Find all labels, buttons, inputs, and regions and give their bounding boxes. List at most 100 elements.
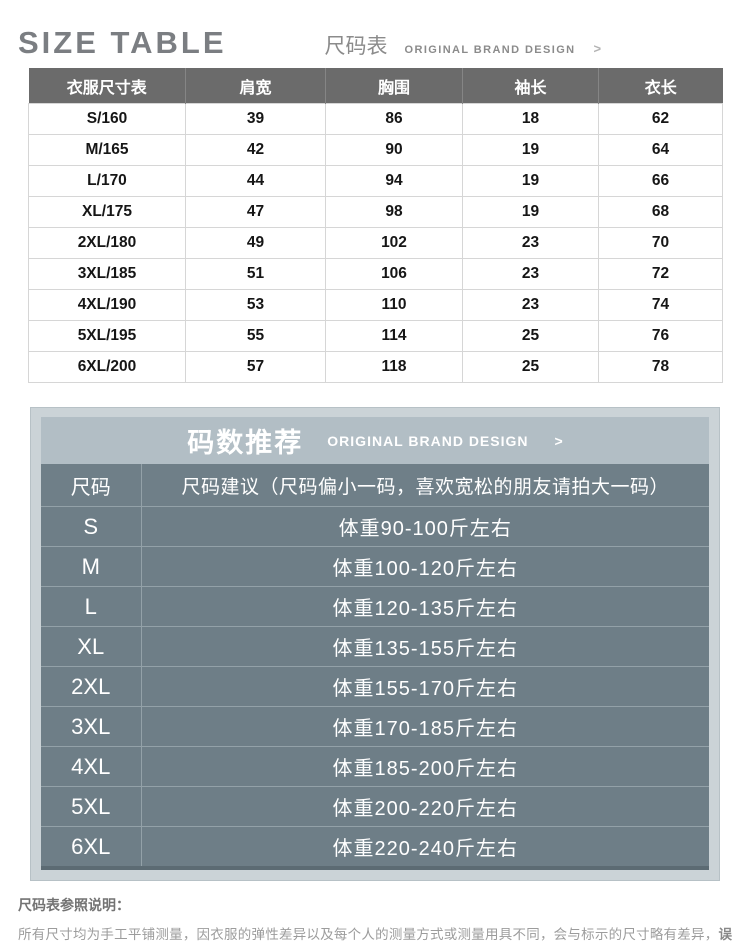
table-row: M/165 42 90 19 64 [28,134,723,166]
size-cell: 2XL [41,666,142,707]
chevron-right-icon: > [593,41,602,56]
shoulder-cell: 42 [185,134,326,166]
column-header-sleeve: 袖长 [462,68,599,104]
table-row: 5XL/195 55 114 25 76 [28,320,723,352]
sleeve-cell: 23 [462,227,599,259]
size-cell: 4XL/190 [28,289,186,321]
advice-cell: 体重100-120斤左右 [141,546,709,587]
size-table-header-row: 衣服尺寸表 肩宽 胸围 袖长 衣长 [28,68,723,104]
note-text: 所有尺寸均为手工平铺测量，因衣服的弹性差异以及每个人的测量方式或测量用具不同，会… [18,923,732,944]
size-cell: 3XL [41,706,142,747]
note-text-bold: 误差一般在2~3CM的正常范围 [718,927,733,942]
advice-cell: 体重90-100斤左右 [141,506,709,547]
sleeve-cell: 18 [462,103,599,135]
table-row: L/170 44 94 19 66 [28,165,723,197]
size-note: 尺码表参照说明： 所有尺寸均为手工平铺测量，因衣服的弹性差异以及每个人的测量方式… [18,895,732,944]
column-header-advice: 尺码建议（尺码偏小一码，喜欢宽松的朋友请拍大一码） [141,464,709,507]
sleeve-cell: 23 [462,258,599,290]
size-cell: M [41,546,142,587]
size-cell: 5XL/195 [28,320,186,352]
sleeve-cell: 19 [462,196,599,228]
size-cell: XL/175 [28,196,186,228]
length-cell: 70 [598,227,723,259]
size-cell: 2XL/180 [28,227,186,259]
table-row: 6XL/200 57 118 25 78 [28,351,723,383]
table-row: S/160 39 86 18 62 [28,103,723,135]
table-row: 4XL/190 53 110 23 74 [28,289,723,321]
note-title: 尺码表参照说明： [18,897,130,913]
chest-cell: 94 [325,165,463,197]
length-cell: 62 [598,103,723,135]
table-row: 5XL 体重200-220斤左右 [41,786,709,827]
advice-cell: 体重120-135斤左右 [141,586,709,627]
size-cell: XL [41,626,142,667]
length-cell: 66 [598,165,723,197]
size-cell: M/165 [28,134,186,166]
sleeve-cell: 25 [462,351,599,383]
page-subtitle-en: ORIGINAL BRAND DESIGN [404,44,576,56]
length-cell: 72 [598,258,723,290]
column-header-chest: 胸围 [325,68,463,104]
table-row: 4XL 体重185-200斤左右 [41,746,709,787]
shoulder-cell: 51 [185,258,326,290]
page-title: SIZE TABLE [18,25,227,60]
chest-cell: 86 [325,103,463,135]
size-cell: L [41,586,142,627]
shoulder-cell: 47 [185,196,326,228]
chest-cell: 118 [325,351,463,383]
length-cell: 68 [598,196,723,228]
size-cell: 6XL/200 [28,351,186,383]
recommendation-title: 码数推荐 [187,428,304,458]
size-cell: 6XL [41,826,142,870]
sleeve-cell: 19 [462,134,599,166]
length-cell: 74 [598,289,723,321]
size-cell: L/170 [28,165,186,197]
sleeve-cell: 23 [462,289,599,321]
table-row: 3XL 体重170-185斤左右 [41,706,709,747]
length-cell: 76 [598,320,723,352]
shoulder-cell: 57 [185,351,326,383]
shoulder-cell: 44 [185,165,326,197]
advice-cell: 体重185-200斤左右 [141,746,709,787]
table-row: S 体重90-100斤左右 [41,506,709,547]
size-cell: S [41,506,142,547]
length-cell: 78 [598,351,723,383]
length-cell: 64 [598,134,723,166]
column-header-size: 尺码 [41,464,142,507]
size-cell: 5XL [41,786,142,827]
page-header: SIZE TABLE 尺码表 ORIGINAL BRAND DESIGN > [0,0,750,68]
size-cell: 3XL/185 [28,258,186,290]
column-header-shoulder: 肩宽 [185,68,326,104]
chest-cell: 110 [325,289,463,321]
size-recommendation-table: 尺码 尺码建议（尺码偏小一码，喜欢宽松的朋友请拍大一码） S 体重90-100斤… [41,464,709,870]
page-subtitle-zh: 尺码表 [324,35,388,58]
advice-cell: 体重135-155斤左右 [141,626,709,667]
advice-cell: 体重155-170斤左右 [141,666,709,707]
chest-cell: 106 [325,258,463,290]
size-measurements-table: 衣服尺寸表 肩宽 胸围 袖长 衣长 S/160 39 86 18 62 M/16… [28,68,723,383]
table-row: 6XL 体重220-240斤左右 [41,826,709,870]
advice-cell: 体重170-185斤左右 [141,706,709,747]
shoulder-cell: 49 [185,227,326,259]
recommendation-subtitle: ORIGINAL BRAND DESIGN [327,432,529,449]
sleeve-cell: 19 [462,165,599,197]
table-row: 3XL/185 51 106 23 72 [28,258,723,290]
size-cell: S/160 [28,103,186,135]
column-header-length: 衣长 [598,68,723,104]
size-recommendation-section: 码数推荐 ORIGINAL BRAND DESIGN > 尺码 尺码建议（尺码偏… [30,407,720,881]
table-row: 2XL/180 49 102 23 70 [28,227,723,259]
shoulder-cell: 39 [185,103,326,135]
advice-cell: 体重220-240斤左右 [141,826,709,870]
chest-cell: 98 [325,196,463,228]
recommendation-banner: 码数推荐 ORIGINAL BRAND DESIGN > [41,417,709,464]
table-row: XL 体重135-155斤左右 [41,626,709,667]
chest-cell: 114 [325,320,463,352]
shoulder-cell: 55 [185,320,326,352]
chest-cell: 90 [325,134,463,166]
shoulder-cell: 53 [185,289,326,321]
sleeve-cell: 25 [462,320,599,352]
chest-cell: 102 [325,227,463,259]
note-text-part1: 所有尺寸均为手工平铺测量，因衣服的弹性差异以及每个人的测量方式或测量用具不同，会… [18,927,719,942]
chevron-right-icon: > [554,432,563,449]
